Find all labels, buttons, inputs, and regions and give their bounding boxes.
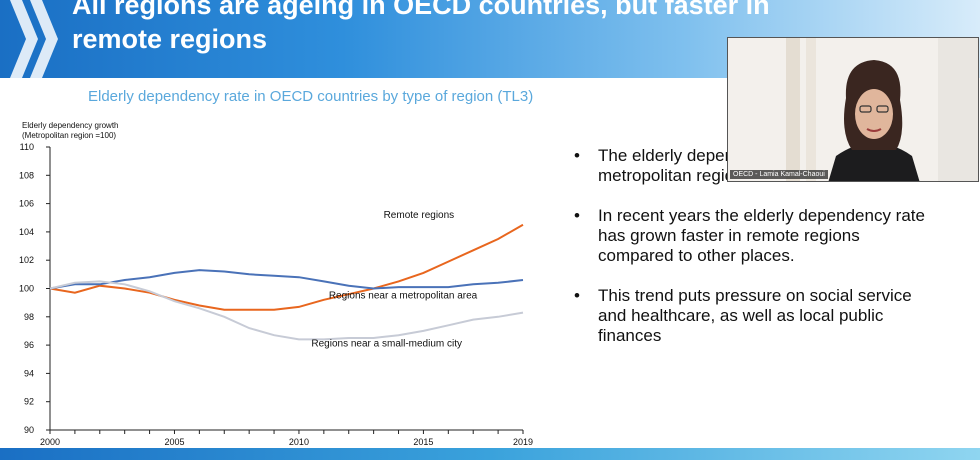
y-tick-label: 90 — [24, 425, 34, 435]
y-tick-label: 110 — [20, 142, 34, 152]
series-line — [49, 280, 524, 341]
series-label: Regions near a metropolitan area — [329, 290, 478, 301]
series-label: Regions near a small-medium city — [311, 339, 462, 350]
bullet-item: • This trend puts pressure on social ser… — [574, 286, 934, 346]
y-tick-label: 98 — [24, 312, 34, 322]
y-tick-label: 100 — [19, 284, 34, 294]
y-tick-label: 106 — [19, 199, 34, 209]
chevron-decoration-icon — [10, 0, 58, 78]
bullet-marker: • — [574, 206, 580, 225]
y-tick-label: 92 — [24, 397, 34, 407]
bullet-text: In recent years the elderly dependency r… — [598, 206, 925, 265]
presenter-image — [728, 38, 978, 181]
y-axis-label-line1: Elderly dependency growth — [22, 121, 119, 130]
chart-title: Elderly dependency rate in OECD countrie… — [88, 88, 534, 105]
y-tick-label: 102 — [19, 255, 34, 265]
bullet-marker: • — [574, 146, 580, 165]
bullet-text: This trend puts pressure on social servi… — [598, 286, 912, 345]
bullet-item: • In recent years the elderly dependency… — [574, 206, 934, 266]
slide-title-line2: remote regions — [72, 24, 268, 54]
video-participant-label: OECD - Lamia Kamal-Chaoui — [730, 170, 828, 179]
slide-title: All regions are ageing in OECD countries… — [72, 0, 770, 56]
series-line — [49, 223, 524, 311]
x-tick-label: 2010 — [289, 437, 309, 447]
series-line — [49, 269, 524, 290]
y-tick-label: 108 — [19, 170, 34, 180]
x-tick-label: 2019 — [513, 437, 533, 447]
x-tick-label: 2015 — [413, 437, 433, 447]
y-tick-label: 94 — [24, 368, 34, 378]
slide-footer-bar — [0, 448, 980, 460]
series-label: Remote regions — [384, 210, 455, 221]
y-tick-label: 96 — [24, 340, 34, 350]
bullet-marker: • — [574, 286, 580, 305]
x-tick-label: 2000 — [40, 437, 60, 447]
y-tick-label: 104 — [19, 227, 34, 237]
line-chart: Elderly dependency growth (Metropolitan … — [19, 121, 533, 447]
x-tick-label: 2005 — [164, 437, 184, 447]
y-axis-label-line2: (Metropolitan region =100) — [22, 131, 116, 140]
video-feed[interactable]: OECD - Lamia Kamal-Chaoui — [727, 37, 979, 182]
slide-title-line1: All regions are ageing in OECD countries… — [72, 0, 770, 20]
